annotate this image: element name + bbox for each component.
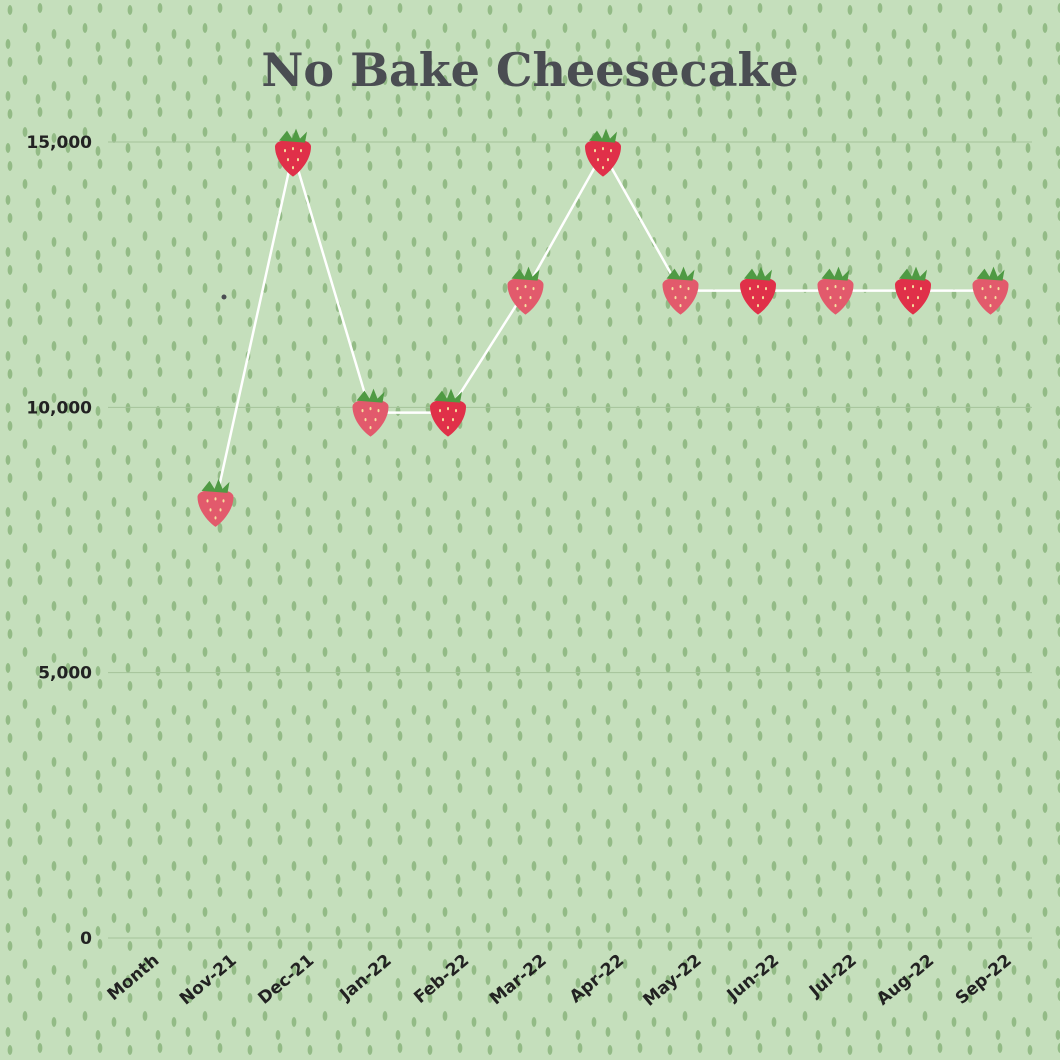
strawberry-icon (817, 266, 854, 315)
stray-point-marker (221, 294, 227, 300)
strawberry-icon (352, 388, 389, 437)
strawberry-icon (507, 266, 544, 315)
strawberry-icon (585, 128, 621, 177)
strawberry-icon (197, 478, 234, 527)
strawberry-icon (972, 266, 1009, 315)
strawberry-icon (430, 388, 466, 437)
y-tick-label: 5,000 (38, 664, 92, 684)
gridlines (108, 141, 1032, 939)
strawberry-icon (895, 266, 931, 315)
strawberry-icon (662, 266, 699, 315)
chart-title: No Bake Cheesecake (261, 43, 798, 97)
strawberry-icon (740, 266, 776, 315)
data-points (197, 128, 1009, 527)
y-tick-label: 0 (80, 929, 92, 949)
y-tick-label: 15,000 (26, 133, 92, 153)
y-axis-ticks: 0 5,000 10,000 15,000 (26, 133, 92, 949)
y-tick-label: 10,000 (26, 398, 92, 418)
strawberry-icon (275, 128, 311, 177)
